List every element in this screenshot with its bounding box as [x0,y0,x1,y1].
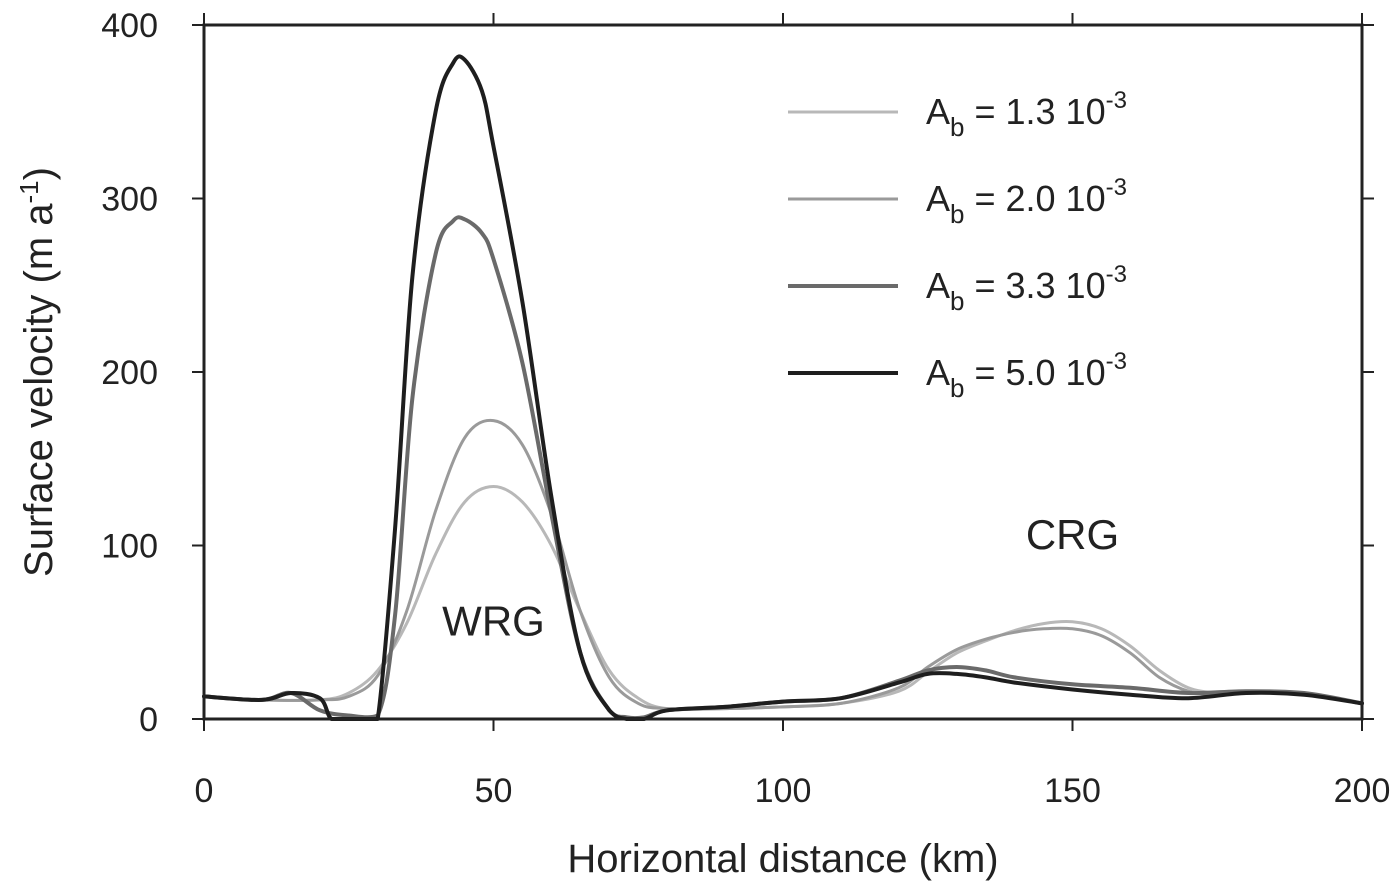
y-tick-label: 0 [139,701,158,739]
legend-label-1: Ab = 1.3 10-3 [926,87,1127,142]
y-tick-label: 200 [101,354,158,392]
legend-label-rest: = 2.0 10 [964,178,1105,219]
legend-label-4: Ab = 5.0 10-3 [926,348,1127,403]
legend-label-sub: b [950,373,964,403]
y-axis-title-close: ) [17,167,61,180]
legend-label-3: Ab = 3.3 10-3 [926,261,1127,316]
legend-label-sub: b [950,199,964,229]
legend-label-rest: = 3.3 10 [964,265,1105,306]
legend-label-sup: -3 [1106,87,1127,114]
legend-label-rest: = 5.0 10 [964,352,1105,393]
legend-label-2: Ab = 2.0 10-3 [926,174,1127,229]
y-axis-title-main: Surface velocity (m a [17,203,61,577]
annotations: WRG CRG [442,511,1119,645]
y-axis-title-sup: -1 [14,180,44,203]
series-line-2 [202,418,1364,711]
legend-label-sub: b [950,112,964,142]
legend: Ab = 1.3 10-3Ab = 2.0 10-3Ab = 3.3 10-3A… [788,87,1127,403]
legend-label-sup: -3 [1106,174,1127,201]
y-tick-label: 100 [101,528,158,566]
legend-label-main: A [926,178,950,219]
legend-label-sup: -3 [1106,348,1127,375]
x-axis-title: Horizontal distance (km) [567,837,998,881]
legend-label-rest: = 1.3 10 [964,91,1105,132]
legend-label-main: A [926,91,950,132]
legend-label-main: A [926,352,950,393]
legend-label-sup: -3 [1106,261,1127,288]
plot-frame [202,23,1364,721]
axis-ticks: 0 50 100 150 200 0 100 200 300 400 [101,7,1390,810]
annotation-crg: CRG [1026,511,1119,558]
series-line-4 [202,54,1364,721]
legend-label-main: A [926,265,950,306]
x-tick-label: 0 [195,772,214,810]
y-tick-label: 400 [101,7,158,45]
series-lines [202,54,1364,721]
y-axis-title: Surface velocity (m a-1) [14,167,61,577]
series-line-3 [202,215,1364,721]
x-tick-label: 200 [1334,772,1391,810]
annotation-wrg: WRG [442,598,545,645]
x-tick-label: 100 [755,772,812,810]
x-tick-label: 50 [475,772,513,810]
x-tick-label: 150 [1044,772,1101,810]
y-tick-label: 300 [101,181,158,219]
legend-label-sub: b [950,286,964,316]
